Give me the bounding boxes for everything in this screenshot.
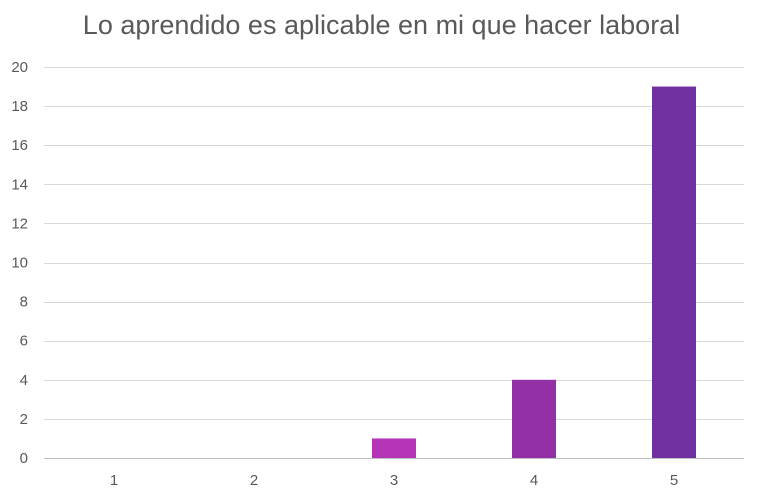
y-tick-label: 10: [11, 255, 28, 272]
y-tick-label: 4: [20, 372, 28, 389]
x-tick-label: 2: [250, 472, 258, 489]
x-tick-labels: 1 2 3 4 5: [110, 472, 678, 489]
y-tick-label: 16: [11, 137, 28, 154]
y-tick-label: 12: [11, 215, 28, 232]
y-tick-label: 2: [20, 411, 28, 428]
y-tick-label: 14: [11, 176, 28, 193]
y-tick-label: 18: [11, 98, 28, 115]
x-tick-label: 1: [110, 472, 118, 489]
gridlines: [44, 67, 744, 459]
y-tick-label: 8: [20, 294, 28, 311]
chart-title: Lo aprendido es aplicable en mi que hace…: [82, 10, 681, 40]
bars: [372, 86, 696, 459]
y-tick-label: 6: [20, 333, 28, 350]
y-tick-labels: 0 2 4 6 8 10 12 14 16 18 20: [11, 59, 28, 467]
bar-3: [372, 438, 416, 458]
x-tick-label: 5: [670, 472, 678, 489]
bar-4: [512, 379, 556, 458]
y-tick-label: 20: [11, 59, 28, 76]
y-tick-label: 0: [20, 450, 28, 467]
x-tick-label: 4: [530, 472, 538, 489]
x-tick-label: 3: [390, 472, 398, 489]
bar-5: [652, 86, 696, 459]
